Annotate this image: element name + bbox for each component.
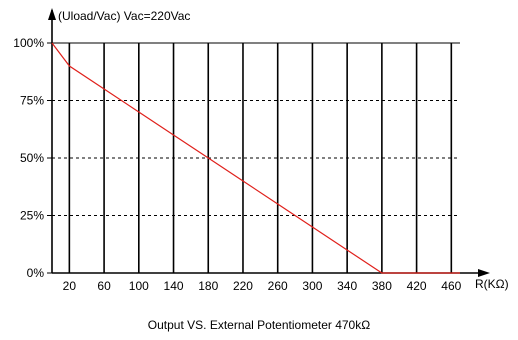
x-tick-label: 460: [441, 279, 461, 293]
x-axis-arrow: [478, 269, 490, 277]
y-tick-label: 0%: [27, 266, 45, 280]
x-tick-label: 140: [164, 279, 184, 293]
x-tick-label: 180: [198, 279, 218, 293]
x-tick-label: 60: [97, 279, 111, 293]
x-tick-label: 340: [337, 279, 357, 293]
x-tick-label: 380: [372, 279, 392, 293]
x-tick-label: 300: [302, 279, 322, 293]
y-tick-label: 50%: [20, 151, 44, 165]
y-tick-labels: 0% 25% 50% 75% 100%: [13, 36, 44, 280]
x-axis-label: R(KΩ): [475, 277, 509, 291]
horizontal-gridlines: [52, 42, 460, 216]
x-tick-label: 260: [268, 279, 288, 293]
x-tick-label: 420: [407, 279, 427, 293]
y-tick-label: 25%: [20, 209, 44, 223]
axes: [47, 8, 490, 277]
y-axis-label: (Uload/Vac) Vac=220Vac: [58, 9, 190, 23]
series-line-0: [51, 42, 460, 274]
vertical-gridlines: [68, 43, 453, 273]
x-tick-label: 220: [233, 279, 253, 293]
x-tick-label: 20: [63, 279, 77, 293]
y-axis-arrow: [48, 8, 56, 20]
series-group: [51, 42, 460, 274]
x-tick-label: 100: [129, 279, 149, 293]
chart-caption: Output VS. External Potentiometer 470kΩ: [148, 318, 370, 332]
x-tick-labels: 20 60 100 140 180 220 260 300 340 380 420 460: [63, 279, 462, 293]
y-tick-label: 100%: [13, 36, 44, 50]
y-tick-label: 75%: [20, 94, 44, 108]
